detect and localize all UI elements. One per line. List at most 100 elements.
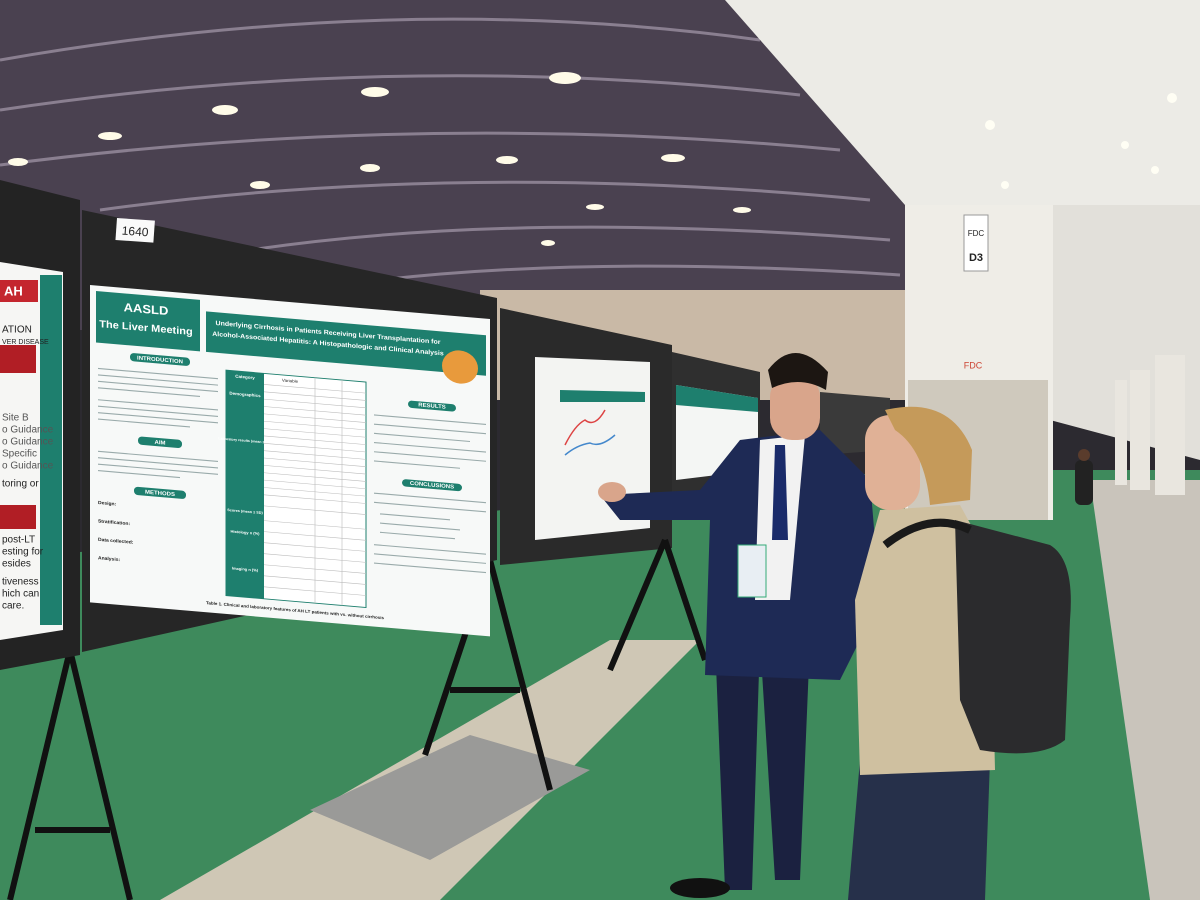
floor-plate — [310, 735, 590, 860]
left-poster-fragment: o Guidance — [2, 425, 54, 436]
text-line — [98, 405, 218, 417]
text-line — [380, 513, 450, 521]
easel — [607, 538, 708, 672]
column — [1130, 370, 1150, 490]
downlight — [1001, 181, 1009, 189]
presenter-hand — [598, 482, 626, 502]
truss — [379, 264, 901, 282]
intro-lines — [98, 367, 218, 428]
section-pill — [130, 353, 190, 366]
text-line — [374, 492, 486, 504]
presenter-leg — [760, 640, 810, 880]
downlight — [1167, 93, 1177, 103]
text-line — [98, 380, 218, 393]
light — [586, 204, 604, 210]
person — [1075, 460, 1093, 505]
light — [733, 207, 751, 213]
left-poster-fragment: toring or — [2, 479, 39, 490]
text-line — [98, 470, 180, 479]
text-line — [98, 457, 218, 469]
text-line — [374, 460, 460, 469]
second-poster-plots — [564, 409, 616, 456]
table-header: Category — [235, 374, 255, 380]
section-heading: METHODS — [145, 490, 175, 498]
light — [360, 164, 380, 172]
sign-venue: FDC — [968, 229, 985, 238]
truss — [0, 17, 761, 62]
sign-venue-lower: FDC — [964, 360, 983, 370]
table-category-column — [226, 370, 264, 599]
distant-people — [1075, 449, 1093, 505]
section-heading: AIM — [155, 440, 166, 447]
text-line — [98, 374, 218, 386]
plot — [564, 434, 616, 456]
text-line — [374, 451, 486, 462]
main-poster: AASLD The Liver Meeting Underlying Cirrh… — [90, 285, 490, 637]
text-line — [374, 562, 486, 574]
downlight — [985, 120, 995, 130]
presenter-tie — [772, 445, 788, 540]
table-rows — [264, 377, 366, 606]
left-poster-fragment: post-LT — [2, 535, 35, 546]
table-category: Scores (mean ± SD) — [227, 508, 263, 515]
left-poster-fragment: o Guidance — [2, 437, 54, 448]
white-ceiling — [725, 0, 1200, 235]
column — [1115, 380, 1127, 485]
presenter-shoe — [670, 878, 730, 898]
board-number-card — [115, 218, 155, 243]
left-poster-fragment: ATION — [2, 325, 32, 336]
downlight — [1121, 141, 1129, 149]
column — [1155, 355, 1185, 495]
text-line — [374, 544, 486, 555]
table-category: Histology n (%) — [230, 530, 260, 536]
title-sun — [442, 350, 478, 384]
left-poster-fragment: VER DISEASE — [2, 339, 49, 346]
left-poster-block — [0, 345, 36, 373]
text-line — [374, 441, 486, 453]
second-poster-band — [560, 390, 645, 402]
light — [361, 87, 389, 97]
section-pill — [408, 400, 456, 412]
backpack — [955, 520, 1071, 754]
presenter — [598, 352, 880, 898]
left-poster-fragment: Specific — [2, 449, 37, 460]
text-line — [98, 412, 218, 424]
methods-item: Analysis: — [98, 555, 121, 563]
text-line — [380, 531, 455, 540]
section-pill — [402, 479, 462, 492]
text-line — [374, 432, 470, 443]
results-lines — [374, 414, 486, 469]
text-line — [98, 367, 218, 380]
downlights — [985, 93, 1177, 189]
truss — [0, 131, 841, 167]
ceiling-lights — [8, 72, 751, 246]
methods-item: Data collected: — [98, 537, 134, 546]
table-category: Demographics — [229, 391, 261, 398]
sign — [963, 214, 989, 272]
truss — [0, 74, 801, 112]
left-poster-block — [0, 505, 36, 529]
presenter-head — [770, 375, 820, 440]
section-pill — [134, 486, 186, 499]
light — [212, 105, 238, 115]
text-line — [374, 414, 486, 426]
sign-aisle: D3 — [969, 252, 983, 264]
section-pill — [138, 436, 182, 448]
listener-pants — [848, 760, 990, 900]
table-category: Imaging n (%) — [232, 567, 259, 573]
presenter-hair — [768, 352, 828, 390]
presenter-badge — [737, 544, 767, 598]
easel — [7, 649, 133, 900]
person-head — [1078, 449, 1090, 461]
title-band — [206, 311, 486, 376]
text-line — [374, 501, 486, 513]
backpack-strap — [882, 518, 972, 549]
text-line — [98, 387, 200, 398]
truss — [249, 225, 891, 252]
text-line — [98, 463, 218, 475]
board-number: 1640 — [121, 224, 149, 240]
light — [661, 154, 685, 162]
